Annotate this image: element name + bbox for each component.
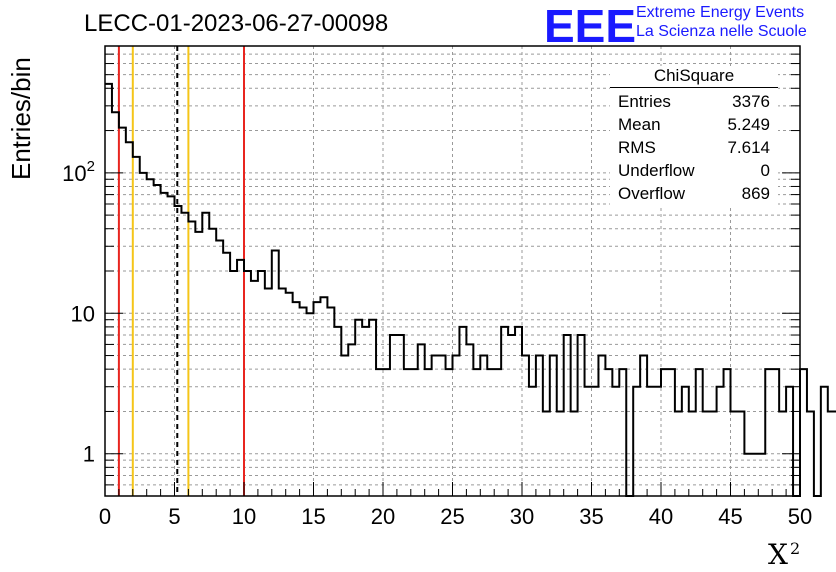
stats-title: ChiSquare xyxy=(610,66,778,88)
stats-row-rms: RMS 7.614 xyxy=(610,136,778,159)
histogram-series xyxy=(105,82,836,497)
stats-row-entries: Entries 3376 xyxy=(610,90,778,113)
x-tick-label: 5 xyxy=(168,504,180,529)
stats-label: Mean xyxy=(618,115,661,134)
stats-value: 3376 xyxy=(732,92,770,111)
stats-label: Entries xyxy=(618,92,671,111)
x-tick-label: 20 xyxy=(371,504,395,529)
x-axis-label-symbol: X xyxy=(768,538,788,571)
x-tick-label: 35 xyxy=(579,504,603,529)
tick-labels: 0 5 10 15 20 25 30 35 40 45 50 1 10 102 xyxy=(62,158,812,529)
stats-value: 7.614 xyxy=(727,138,770,157)
x-tick-label: 15 xyxy=(301,504,325,529)
stats-row-underflow: Underflow 0 xyxy=(610,159,778,182)
stats-label: Overflow xyxy=(618,184,686,203)
x-axis-label-superscript: 2 xyxy=(789,538,801,558)
stats-row-mean: Mean 5.249 xyxy=(610,113,778,136)
y-tick-label: 10 xyxy=(71,301,95,326)
x-tick-label: 10 xyxy=(232,504,256,529)
x-tick-label: 40 xyxy=(649,504,673,529)
x-tick-label: 0 xyxy=(99,504,111,529)
plot-frame xyxy=(104,45,801,497)
stats-value: 5.249 xyxy=(727,115,770,134)
y-tick-label: 102 xyxy=(62,158,95,186)
logo-letters: EEE xyxy=(544,2,636,46)
stats-row-overflow: Overflow 869 xyxy=(610,182,778,205)
x-tick-label: 25 xyxy=(440,504,464,529)
x-tick-label: 45 xyxy=(718,504,742,529)
stats-label: RMS xyxy=(618,138,656,157)
logo-caption-line2: La Scienza nelle Scuole xyxy=(636,23,807,40)
chart-title: LECC-01-2023-06-27-00098 xyxy=(84,10,389,37)
stats-label: Underflow xyxy=(618,161,695,180)
stats-value: 0 xyxy=(760,161,770,180)
stats-value: 869 xyxy=(741,184,770,203)
eee-logo: EEE xyxy=(544,2,636,46)
y-tick-label: 1 xyxy=(83,442,95,467)
logo-caption-line1: Extreme Energy Events xyxy=(636,4,805,21)
x-tick-label: 30 xyxy=(510,504,534,529)
x-tick-label: 50 xyxy=(788,504,812,529)
stats-box: ChiSquare Entries 3376 Mean 5.249 RMS 7.614… xyxy=(610,66,778,205)
